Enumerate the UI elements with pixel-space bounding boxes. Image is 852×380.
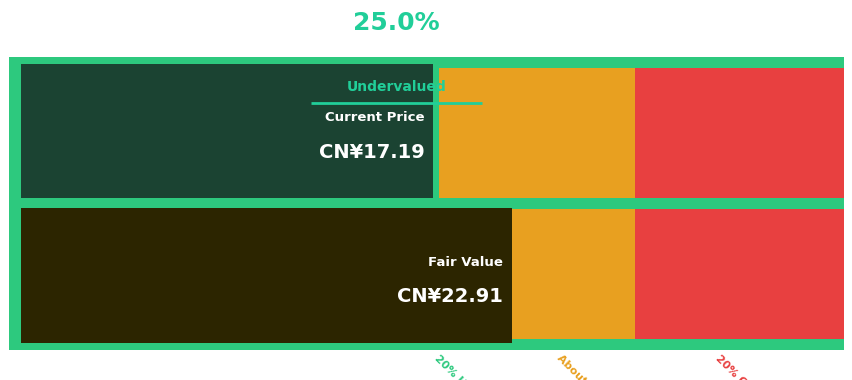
Text: Fair Value: Fair Value — [428, 256, 503, 269]
Text: Current Price: Current Price — [325, 111, 424, 124]
Text: 20% Overvalued: 20% Overvalued — [713, 353, 792, 380]
Bar — [21, 208, 511, 343]
Text: About Right: About Right — [555, 353, 614, 380]
Bar — [9, 198, 843, 209]
Text: Undervalued: Undervalued — [347, 80, 446, 94]
Text: CN¥17.19: CN¥17.19 — [319, 142, 424, 162]
Bar — [439, 57, 514, 350]
Text: 25.0%: 25.0% — [353, 11, 440, 35]
Bar — [514, 57, 635, 350]
Bar — [9, 339, 843, 350]
Bar — [635, 57, 843, 350]
Text: 20% Undervalued: 20% Undervalued — [432, 353, 516, 380]
Bar — [9, 57, 843, 68]
Text: CN¥22.91: CN¥22.91 — [397, 287, 503, 306]
Bar — [9, 57, 439, 350]
Bar — [21, 64, 433, 198]
